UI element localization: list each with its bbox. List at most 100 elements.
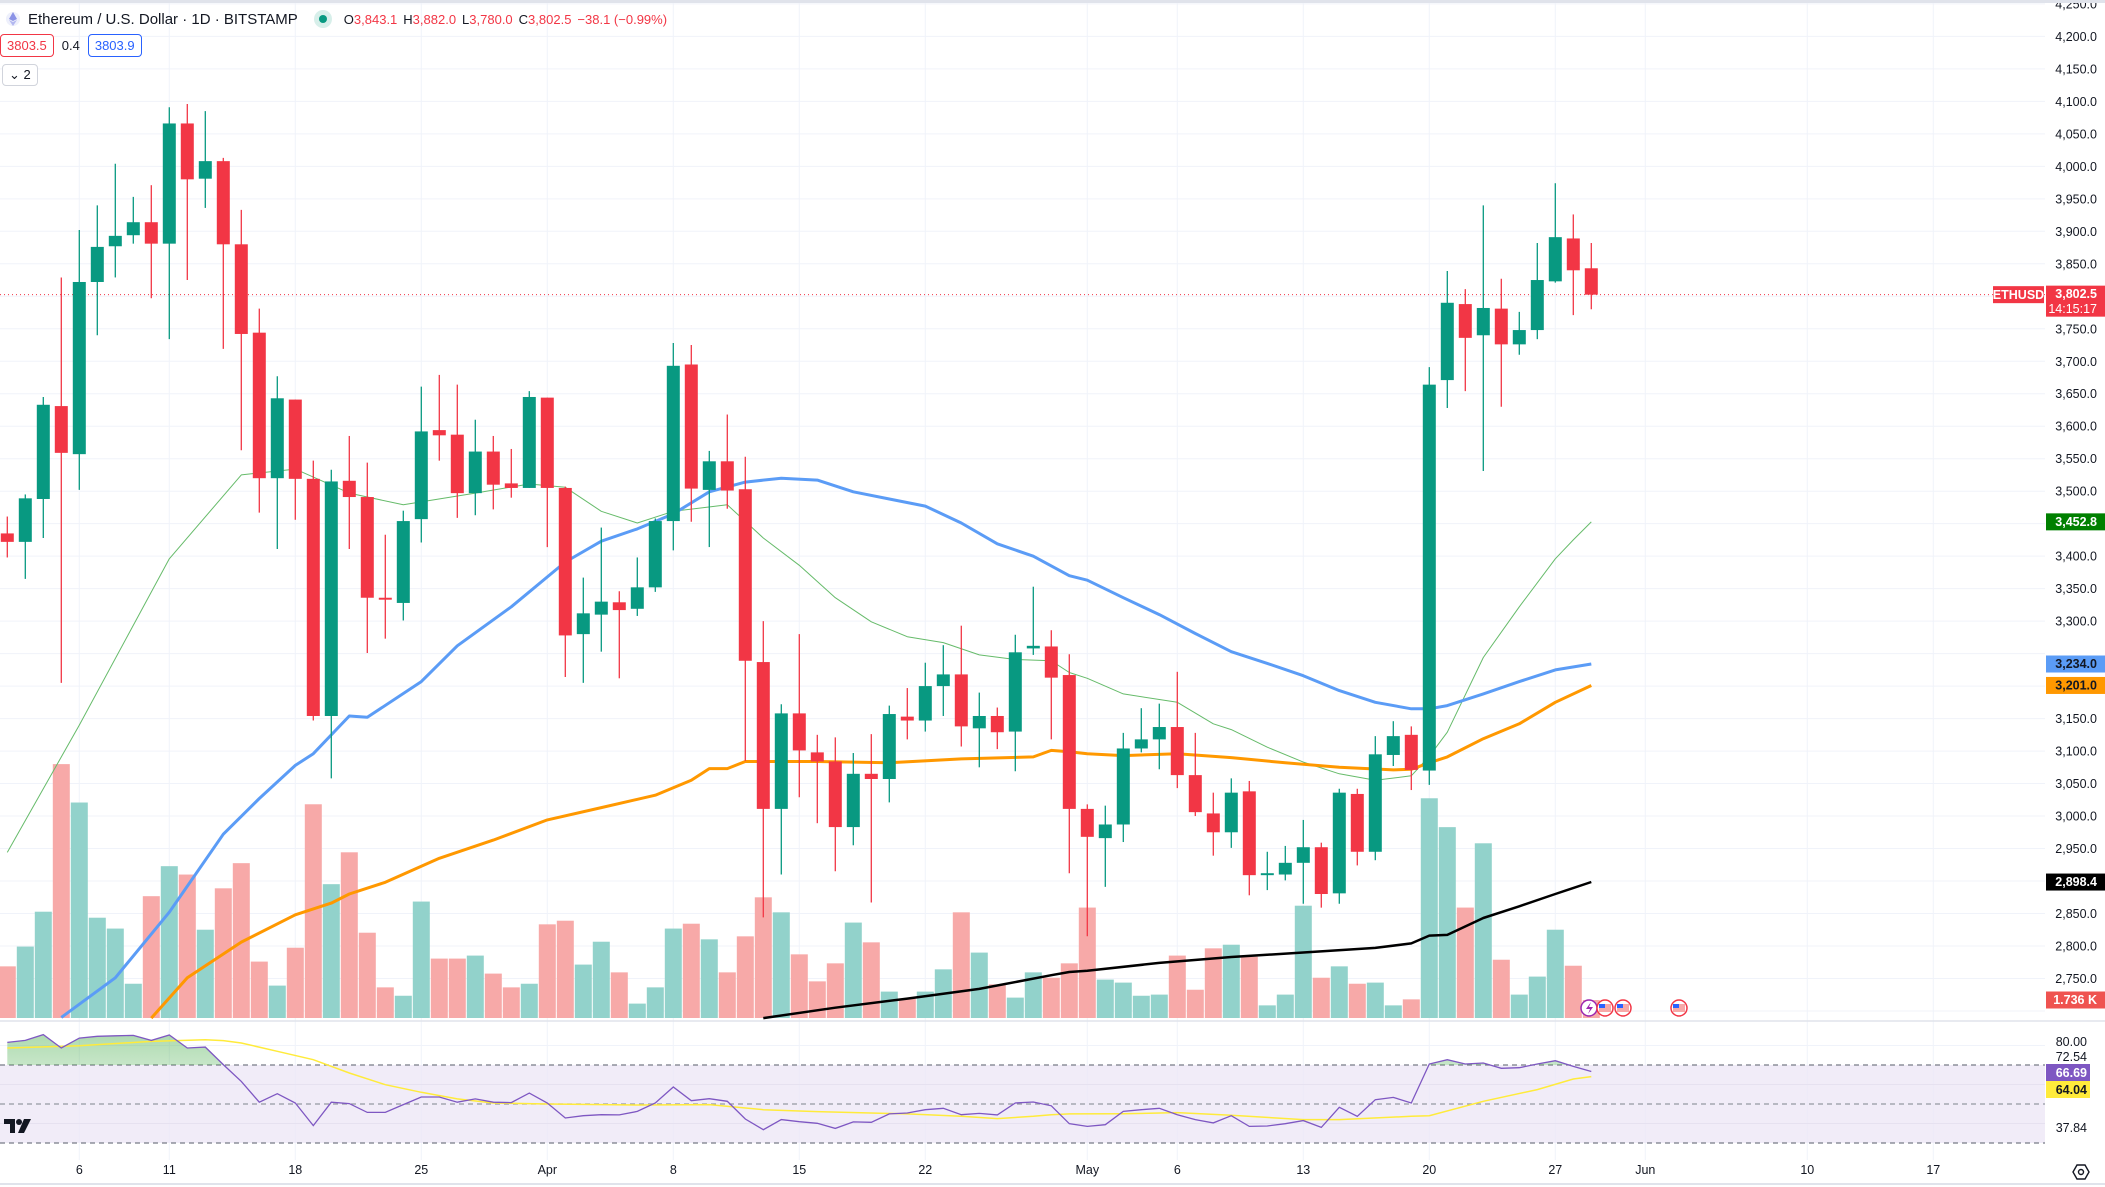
candle-body [288,399,302,479]
candle-body [882,714,896,780]
candle [954,625,968,747]
candle [630,557,644,616]
candle-body [1566,238,1580,271]
volume-bar [862,942,880,1018]
candle [396,510,410,621]
ohlc-values: O3,843.1 H3,882.0 L3,780.0 C3,802.5 −38.1 (−… [344,12,673,27]
candle-body [936,674,950,687]
volume-bar [592,941,610,1018]
candle [18,494,32,579]
candle [612,591,626,679]
candle-body [846,773,860,828]
candle [702,450,716,548]
volume-bar [304,804,322,1018]
candle [54,277,68,683]
candle [774,704,788,875]
time-tick-label: 25 [414,1163,428,1177]
volume-bar [1168,955,1186,1018]
candle-body [918,686,932,721]
candle [1098,805,1112,887]
candle-body [324,481,338,716]
candle-body [630,587,644,609]
close-value: 3,802.5 [528,11,572,27]
volume-bar [1006,997,1024,1018]
candle [1548,183,1562,283]
candle-body [522,396,536,488]
price-tick-label: 3,050.0 [2055,777,2097,791]
price-tick-label: 3,700.0 [2055,355,2097,369]
candle-body [270,398,284,479]
candle [1530,243,1544,340]
candle [810,734,824,824]
candle-body [450,434,464,494]
candle [1080,804,1094,937]
candle-body [990,715,1004,733]
chart-settings-icon[interactable] [2072,1164,2090,1180]
candle [36,396,50,538]
candle-body [126,222,140,236]
rsi-axis-label: 80.00 [2056,1035,2087,1049]
rsi-marker-label: 66.69 [2056,1066,2087,1080]
price-tick-label: 3,500.0 [2055,485,2097,499]
volume-bar [1438,827,1456,1018]
rsi-line [7,1033,1592,1131]
candle-body [828,761,842,828]
candle [234,209,248,451]
rsi-overbought-fill [7,1034,1592,1065]
volume-bar [286,947,304,1018]
candle-body [1206,813,1220,833]
candle [72,230,86,490]
candle [90,205,104,336]
moving-average-blue [60,476,1592,1019]
price-tick-label: 3,850.0 [2055,257,2097,271]
volume-bar [556,920,574,1018]
indicators-collapse-button[interactable]: ⌄ 2 [2,64,38,86]
price-marker-label: 1.736 K [2053,993,2097,1007]
time-tick-label: 17 [1926,1163,1940,1177]
candle-body [504,483,518,488]
candle [1368,736,1382,861]
volume-bar [1132,995,1150,1018]
candle-body [1080,808,1094,837]
sell-button[interactable]: 3803.5 [0,34,54,57]
candle [1332,788,1346,904]
high-label: H [403,11,413,27]
candle [486,435,500,510]
price-marker-box [2046,655,2105,673]
candle-body [756,662,770,809]
volume-bar [1042,977,1060,1018]
symbol-title[interactable]: Ethereum / U.S. Dollar · 1D · BITSTAMP [28,10,298,28]
price-tick-label: 3,400.0 [2055,550,2097,564]
candle-body [972,715,986,729]
candle-body [1296,847,1310,863]
flag-canton [1673,1004,1679,1008]
price-tick-label: 3,100.0 [2055,745,2097,759]
price-tick-label: 3,000.0 [2055,810,2097,824]
tradingview-logo[interactable] [4,1115,34,1140]
volume-bar [340,852,358,1018]
candle [1278,845,1292,881]
price-marker-label: 3,802.5 [2055,287,2097,301]
price-tick-label: 3,950.0 [2055,192,2097,206]
candle-body [1350,793,1364,852]
close-label: C [518,11,529,27]
volume-bar [1528,976,1546,1018]
candle [1566,214,1580,316]
volume-bar [682,923,700,1018]
volume-bar [1384,1005,1402,1018]
candle [1008,634,1022,772]
us-flag-icon [1670,999,1688,1017]
volume-bar [268,985,286,1018]
candle-body [252,332,266,479]
time-tick-label: May [1075,1163,1099,1177]
volume-bar [988,984,1006,1018]
candle-body [486,451,500,485]
volume-bar [1348,983,1366,1018]
price-marker-ma-black: 2,898.4 [2046,873,2105,891]
candle-body [1548,237,1562,282]
candle-body [1170,727,1184,776]
symbol-tag-label: ETHUSD [1993,288,2044,302]
buy-button[interactable]: 3803.9 [87,34,142,57]
volume-bar [1024,972,1042,1018]
